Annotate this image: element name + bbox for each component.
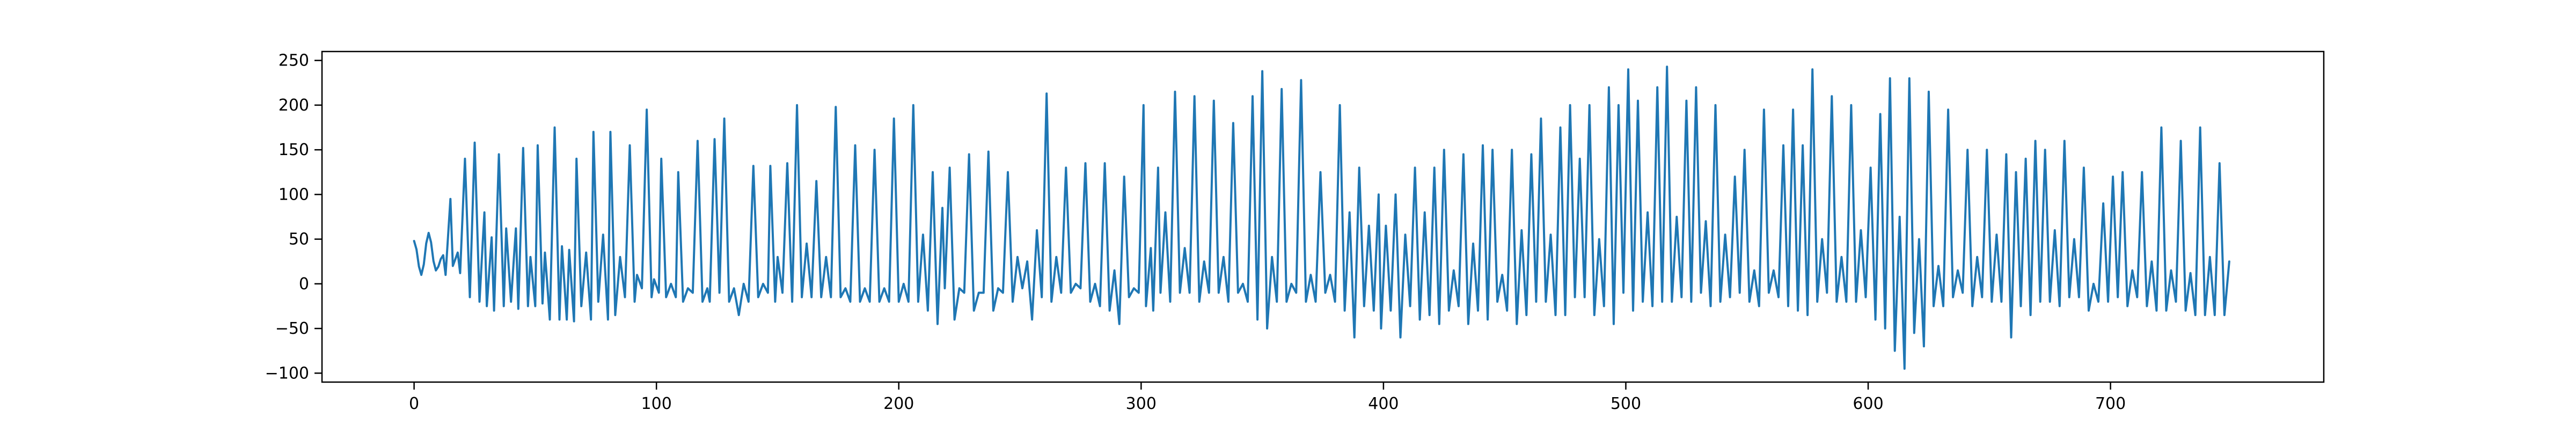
y-tick-label: 0	[299, 275, 309, 294]
y-tick-label: 250	[279, 52, 309, 70]
y-axis-ticks: −100 −50 0 50 100 150 200 250	[265, 52, 322, 383]
x-tick-label: 400	[1368, 394, 1399, 413]
x-axis-ticks: 0 100 200 300 400 500 600 700	[409, 382, 2126, 413]
y-tick-label: −100	[265, 364, 309, 383]
series-line	[413, 65, 2230, 370]
y-tick-label: 200	[279, 96, 309, 115]
x-tick-label: 100	[641, 394, 672, 413]
y-tick-label: 50	[289, 230, 309, 249]
x-tick-label: 700	[2095, 394, 2126, 413]
y-tick-label: −50	[275, 319, 309, 338]
x-tick-label: 0	[409, 394, 419, 413]
y-tick-label: 100	[279, 185, 309, 204]
x-tick-label: 500	[1611, 394, 1641, 413]
series-layer	[413, 65, 2230, 370]
x-tick-label: 300	[1126, 394, 1157, 413]
axes-frame	[321, 50, 2325, 383]
y-tick-label: 150	[279, 141, 309, 159]
x-tick-label: 200	[883, 394, 914, 413]
x-tick-label: 600	[1853, 394, 1883, 413]
